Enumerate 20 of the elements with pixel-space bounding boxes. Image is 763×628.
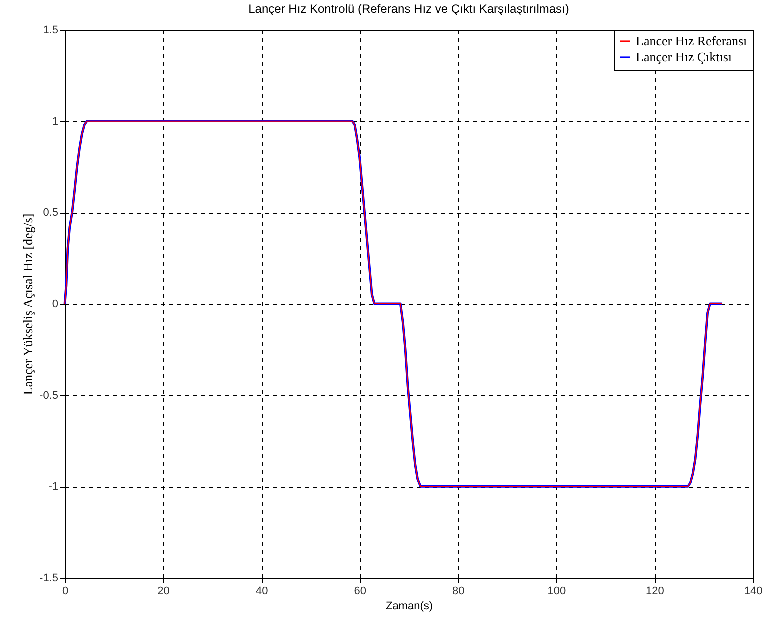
y-tick-label: 1 (52, 116, 58, 128)
legend-label: Lancer Hız Referansı (636, 34, 748, 48)
chart-title: Lançer Hız Kontrolü (Referans Hız ve Çıktı Karşılaştırılması) (248, 2, 570, 16)
x-tick-label: 20 (158, 586, 170, 598)
x-axis-title: Zaman(s) (386, 600, 434, 612)
y-tick-label: -1 (48, 481, 58, 494)
x-tick-label: 60 (354, 586, 366, 598)
y-tick-label: 0.5 (43, 207, 58, 220)
x-tick-label: 120 (646, 586, 664, 598)
x-tick-label: 40 (256, 586, 268, 598)
y-tick-label: 0 (52, 298, 58, 310)
x-tick-label: 0 (62, 586, 69, 598)
y-tick-label: -0.5 (40, 390, 58, 402)
x-tick-label: 80 (452, 586, 465, 598)
y-axis-title: Lançer Yükseliş Açısal Hız [deg/s] (20, 214, 36, 396)
x-tick-label: 140 (744, 586, 763, 598)
x-tick-label: 100 (548, 586, 566, 598)
y-tick-label: 1.5 (43, 24, 58, 36)
legend-label: Lançer Hız Çıktısı (636, 50, 732, 64)
y-tick-label: -1.5 (40, 572, 58, 584)
